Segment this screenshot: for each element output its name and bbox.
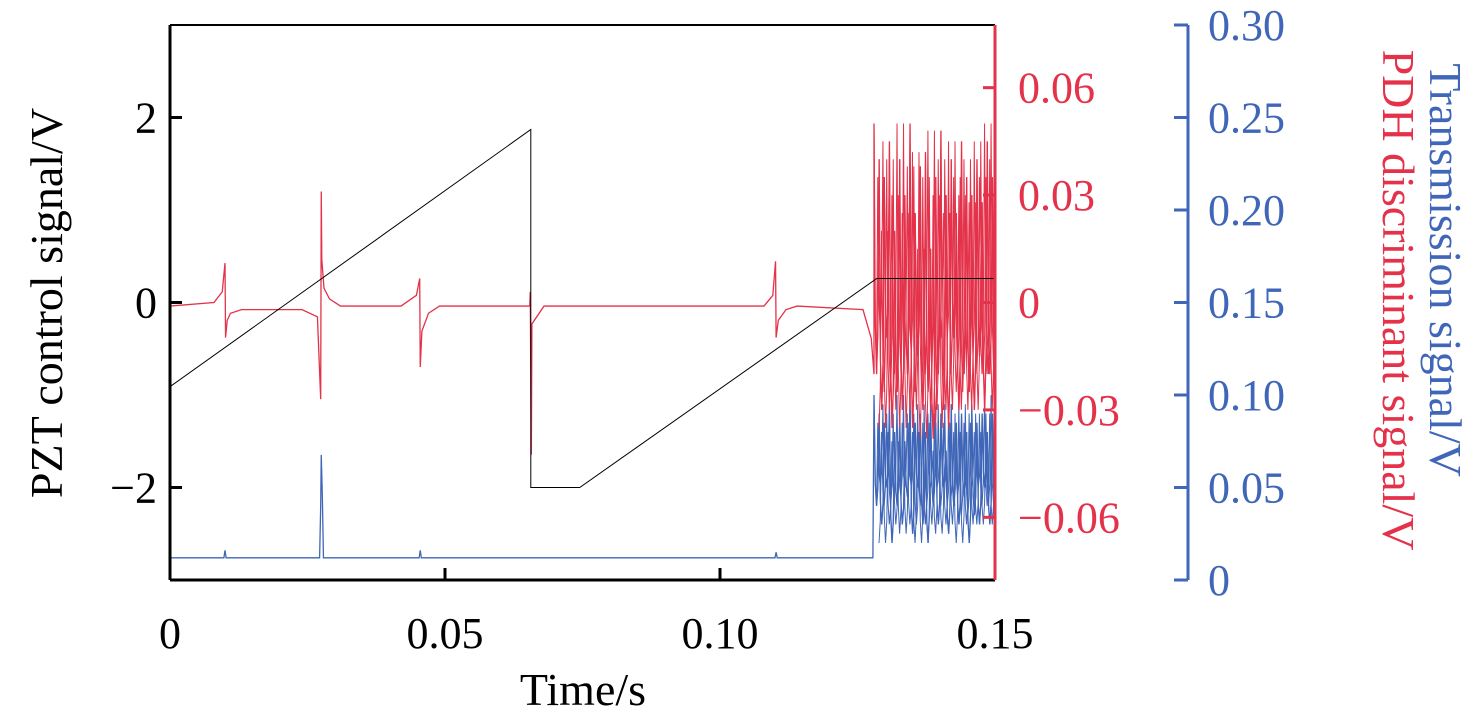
- pdh-tick-label: −0.06: [1018, 493, 1120, 542]
- transmission-tick-label: 0.25: [1208, 94, 1285, 143]
- pdh-axis-label: PDH discriminant signal/V: [1373, 50, 1424, 551]
- x-tick-label: 0: [159, 609, 181, 658]
- series-noise-transmission-signal: [878, 394, 995, 544]
- series-noise-pdh-discriminant-signal: [878, 123, 995, 439]
- x-tick-label: 0.15: [957, 609, 1034, 658]
- x-tick-label: 0.05: [407, 609, 484, 658]
- axes: 0 0.05 0.10 0.15 −2 0 2 −0.06 −0.03 0 0.03 0.06 0 0.0…: [110, 1, 1285, 658]
- left-y-axis-label: PZT control signal/V: [21, 108, 72, 498]
- series-line-pdh-discriminant-signal: [170, 123, 995, 455]
- transmission-tick-label: 0.05: [1208, 464, 1285, 513]
- transmission-tick-label: 0.15: [1208, 279, 1285, 328]
- transmission-tick-label: 0.20: [1208, 186, 1285, 235]
- series-line-pzt-control-signal: [170, 128, 995, 488]
- transmission-tick-label: 0.10: [1208, 371, 1285, 420]
- x-axis-label: Time/s: [520, 664, 646, 715]
- transmission-tick-label: 0.30: [1208, 1, 1285, 50]
- transmission-tick-label: 0: [1208, 556, 1230, 605]
- transmission-axis-label: Transmission signal/V: [1420, 63, 1471, 477]
- x-tick-label: 0.10: [682, 609, 759, 658]
- plot-area: [170, 123, 995, 559]
- pdh-tick-label: 0.06: [1018, 64, 1095, 113]
- series-group: [170, 123, 995, 559]
- series-noise-pdh-discriminant-signal: [876, 123, 995, 439]
- left-tick-label: 2: [135, 94, 157, 143]
- series-line-transmission-signal: [170, 394, 995, 559]
- left-tick-label: −2: [110, 464, 157, 513]
- left-tick-label: 0: [135, 279, 157, 328]
- pdh-tick-label: −0.03: [1018, 386, 1120, 435]
- pdh-tick-label: 0.03: [1018, 171, 1095, 220]
- pdh-tick-label: 0: [1018, 279, 1040, 328]
